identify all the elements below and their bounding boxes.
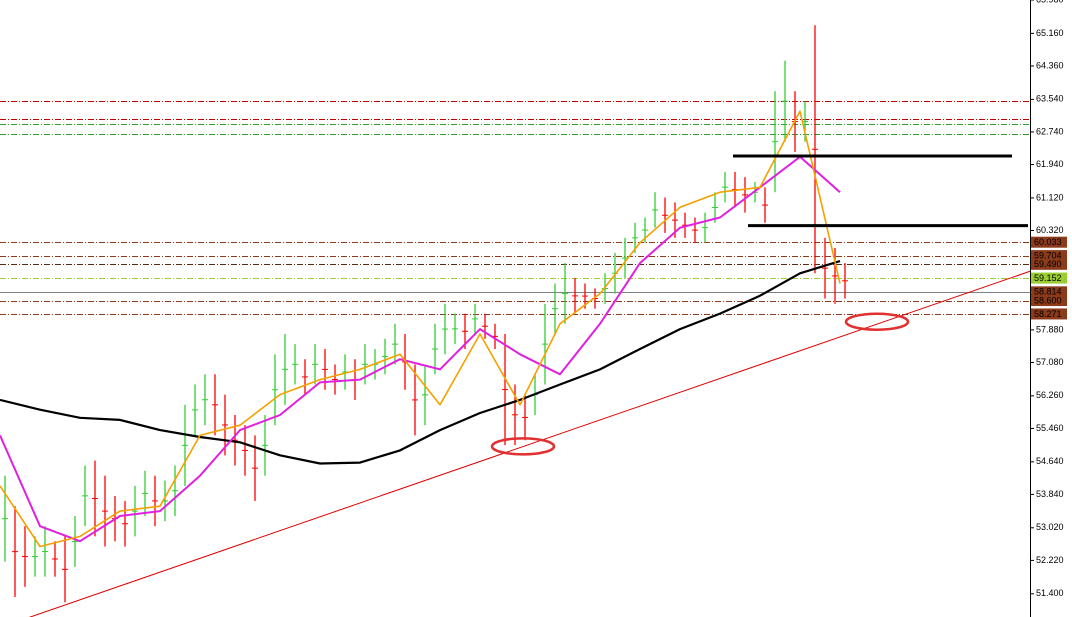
- y-tick-label: 53.020: [1036, 522, 1064, 532]
- highlight-ellipse: [844, 312, 910, 331]
- y-tick-label: 65.160: [1036, 28, 1064, 38]
- level-label-box: [1031, 250, 1067, 262]
- y-tick-label: 65.980: [1036, 0, 1064, 4]
- y-tick-label: 51.400: [1036, 588, 1064, 598]
- level-label: 58.814: [1034, 287, 1062, 297]
- level-label: 59.704: [1034, 250, 1062, 260]
- y-tick-label: 62.740: [1036, 126, 1064, 136]
- level-label-box: [1031, 308, 1067, 320]
- level-label: 59.152: [1034, 273, 1062, 283]
- moving-average: [0, 110, 841, 548]
- moving-average: [0, 260, 841, 465]
- y-tick-label: 55.460: [1036, 423, 1064, 433]
- y-tick-label: 63.540: [1036, 94, 1064, 104]
- level-label: 60.033: [1034, 237, 1062, 247]
- y-tick-label: 57.880: [1036, 324, 1064, 334]
- level-label-box: [1031, 272, 1067, 284]
- y-tick-label: 57.080: [1036, 357, 1064, 367]
- level-label: 59.490: [1034, 259, 1062, 269]
- y-tick-label: 52.220: [1036, 555, 1064, 565]
- y-tick-label: 61.120: [1036, 192, 1064, 202]
- level-label-box: [1031, 258, 1067, 270]
- level-label: 58.600: [1034, 295, 1062, 305]
- level-label: 58.271: [1034, 309, 1062, 319]
- y-tick-label: 56.260: [1036, 390, 1064, 400]
- y-tick-label: 54.640: [1036, 456, 1064, 466]
- level-label-box: [1031, 286, 1067, 298]
- level-label-box: [1031, 295, 1067, 307]
- moving-average: [0, 155, 841, 543]
- y-tick-label: 61.940: [1036, 159, 1064, 169]
- highlight-ellipse: [490, 437, 556, 456]
- y-tick-label: 53.840: [1036, 489, 1064, 499]
- y-tick-label: 64.360: [1036, 60, 1064, 70]
- level-label-box: [1031, 236, 1067, 248]
- y-tick-label: 60.320: [1036, 225, 1064, 235]
